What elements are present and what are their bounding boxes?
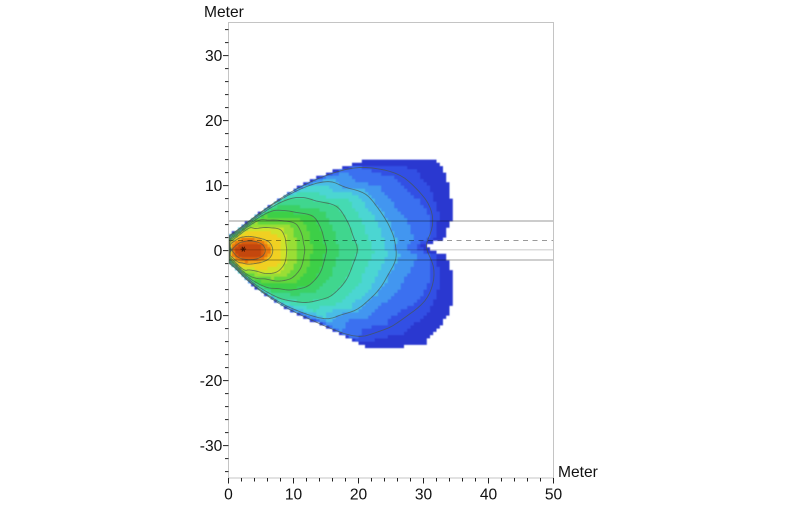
svg-text:30: 30	[415, 487, 433, 504]
svg-text:Meter: Meter	[204, 4, 244, 21]
svg-text:-20: -20	[200, 373, 223, 390]
svg-text:0: 0	[224, 487, 233, 504]
svg-text:10: 10	[205, 178, 223, 195]
svg-text:40: 40	[480, 487, 498, 504]
svg-text:-30: -30	[200, 438, 223, 455]
svg-text:Meter: Meter	[558, 464, 598, 481]
svg-text:0: 0	[214, 243, 223, 260]
svg-text:20: 20	[350, 487, 368, 504]
svg-text:10: 10	[285, 487, 303, 504]
svg-text:50: 50	[545, 487, 563, 504]
svg-text:30: 30	[205, 48, 223, 65]
svg-text:20: 20	[205, 113, 223, 130]
svg-text:-10: -10	[200, 308, 223, 325]
